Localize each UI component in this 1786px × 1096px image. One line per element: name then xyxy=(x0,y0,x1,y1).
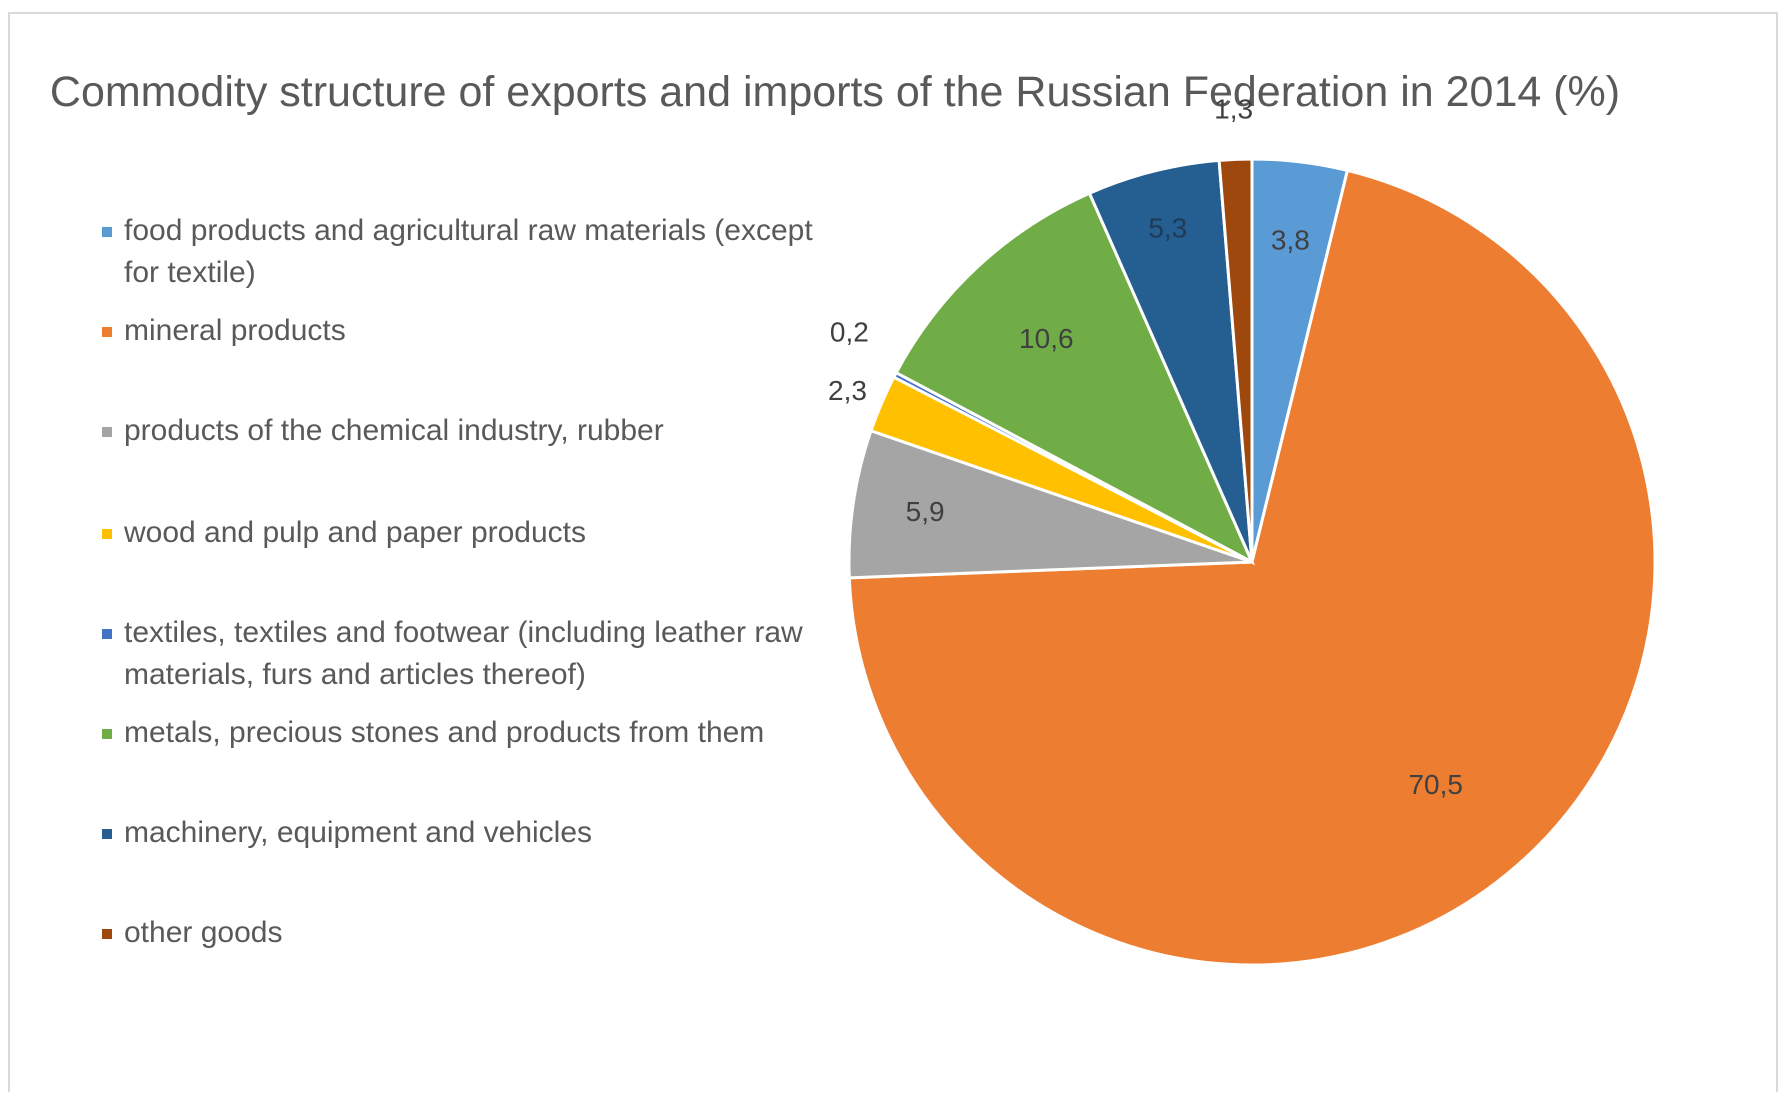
data-label: 3,8 xyxy=(1271,224,1310,255)
legend-label: wood and pulp and paper products xyxy=(124,516,587,549)
legend-label: food products and agricultural raw mater… xyxy=(124,214,813,289)
legend-swatch xyxy=(102,227,112,237)
legend-item: mineral products xyxy=(98,310,818,352)
legend-swatch xyxy=(102,529,112,539)
pie-slice xyxy=(1217,157,1254,563)
legend-item: machinery, equipment and vehicles xyxy=(98,812,818,854)
legend-swatch xyxy=(102,829,112,839)
data-label: 0,2 xyxy=(830,317,869,348)
data-label: 5,9 xyxy=(906,496,945,527)
legend-item: textiles, textiles and footwear (includi… xyxy=(98,612,818,696)
legend-swatch xyxy=(102,427,112,437)
legend-label: metals, precious stones and products fro… xyxy=(124,716,765,749)
legend-item: food products and agricultural raw mater… xyxy=(98,210,818,294)
data-label: 70,5 xyxy=(1408,769,1463,800)
pie-slices xyxy=(847,157,1657,967)
pie-slice xyxy=(1087,158,1254,563)
data-label: 1,3 xyxy=(1214,93,1253,124)
data-label: 2,3 xyxy=(828,375,867,406)
legend-item: metals, precious stones and products fro… xyxy=(98,712,818,754)
pie-data-labels: 3,8 70,5 5,9 2,3 0,2 10,6 5,3 1,3 xyxy=(828,93,1463,800)
pie-slice xyxy=(847,168,1657,967)
legend-item: products of the chemical industry, rubbe… xyxy=(98,410,818,452)
data-label: 5,3 xyxy=(1148,212,1187,243)
legend-label: products of the chemical industry, rubbe… xyxy=(124,414,664,447)
legend-label: mineral products xyxy=(124,314,346,347)
legend-swatch xyxy=(102,629,112,639)
legend-label: textiles, textiles and footwear (includi… xyxy=(124,616,803,691)
legend-swatch xyxy=(102,929,112,939)
pie-slice xyxy=(894,191,1256,566)
data-label: 10,6 xyxy=(1019,323,1074,354)
legend-swatch xyxy=(102,729,112,739)
chart-title: Commodity structure of exports and impor… xyxy=(49,68,1621,116)
pie-slice xyxy=(847,428,1253,580)
legend-label: other goods xyxy=(124,916,283,949)
legend-item: other goods xyxy=(98,912,818,954)
legend-label: machinery, equipment and vehicles xyxy=(124,816,593,849)
legend-item: wood and pulp and paper products xyxy=(98,512,818,554)
legend-swatch xyxy=(102,327,112,337)
